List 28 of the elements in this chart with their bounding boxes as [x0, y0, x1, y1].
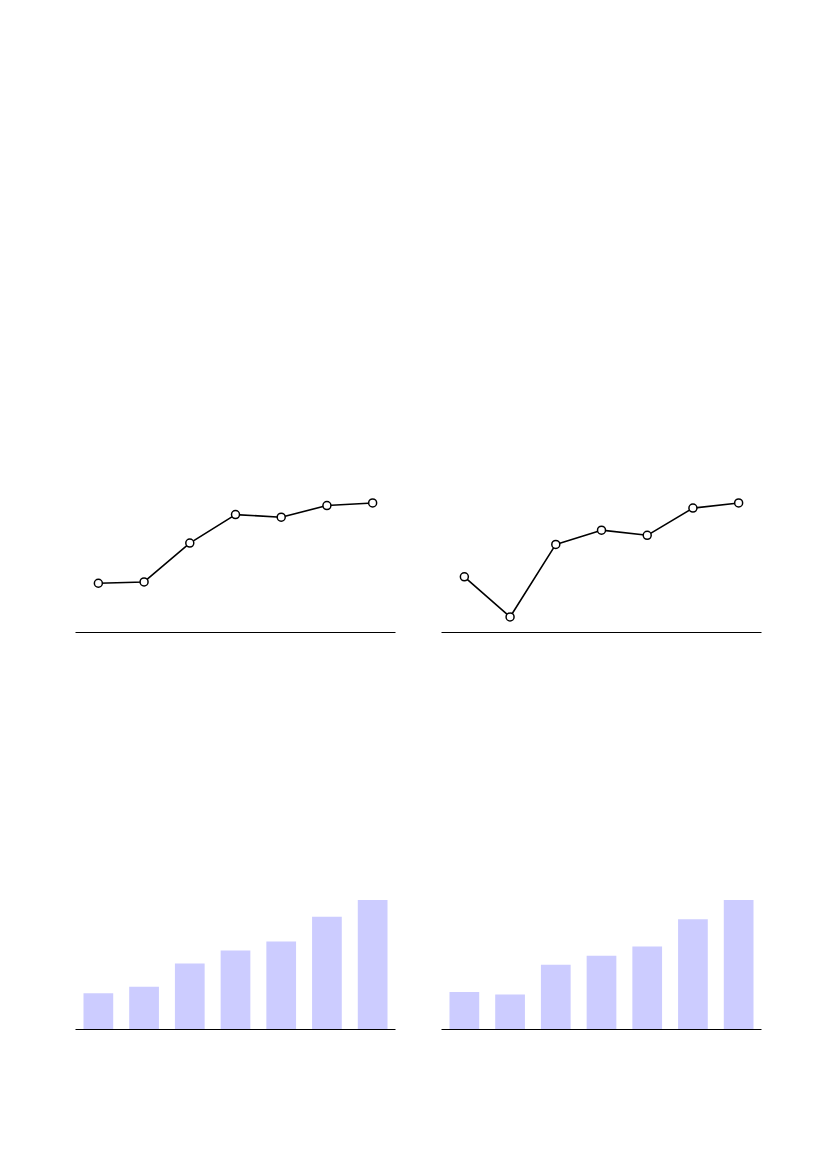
bar — [266, 941, 297, 1030]
point — [551, 539, 561, 550]
bar — [632, 946, 663, 1030]
point — [322, 500, 332, 511]
point — [688, 503, 698, 513]
point — [185, 538, 195, 548]
point — [367, 498, 378, 508]
bar — [357, 899, 388, 1030]
point — [596, 525, 607, 535]
point — [93, 578, 104, 589]
bar — [586, 955, 617, 1030]
point — [642, 530, 652, 541]
bar — [540, 964, 571, 1030]
bar — [678, 919, 708, 1030]
bar — [220, 950, 251, 1030]
bar — [312, 916, 342, 1030]
point — [459, 572, 470, 582]
bar — [174, 963, 205, 1030]
point — [139, 577, 149, 587]
bar — [723, 899, 754, 1030]
point — [230, 509, 241, 520]
point — [276, 512, 286, 522]
bar — [129, 986, 159, 1030]
bar — [449, 991, 480, 1030]
point — [733, 498, 744, 508]
bar — [495, 994, 525, 1030]
bar — [83, 993, 114, 1030]
point — [505, 612, 515, 622]
